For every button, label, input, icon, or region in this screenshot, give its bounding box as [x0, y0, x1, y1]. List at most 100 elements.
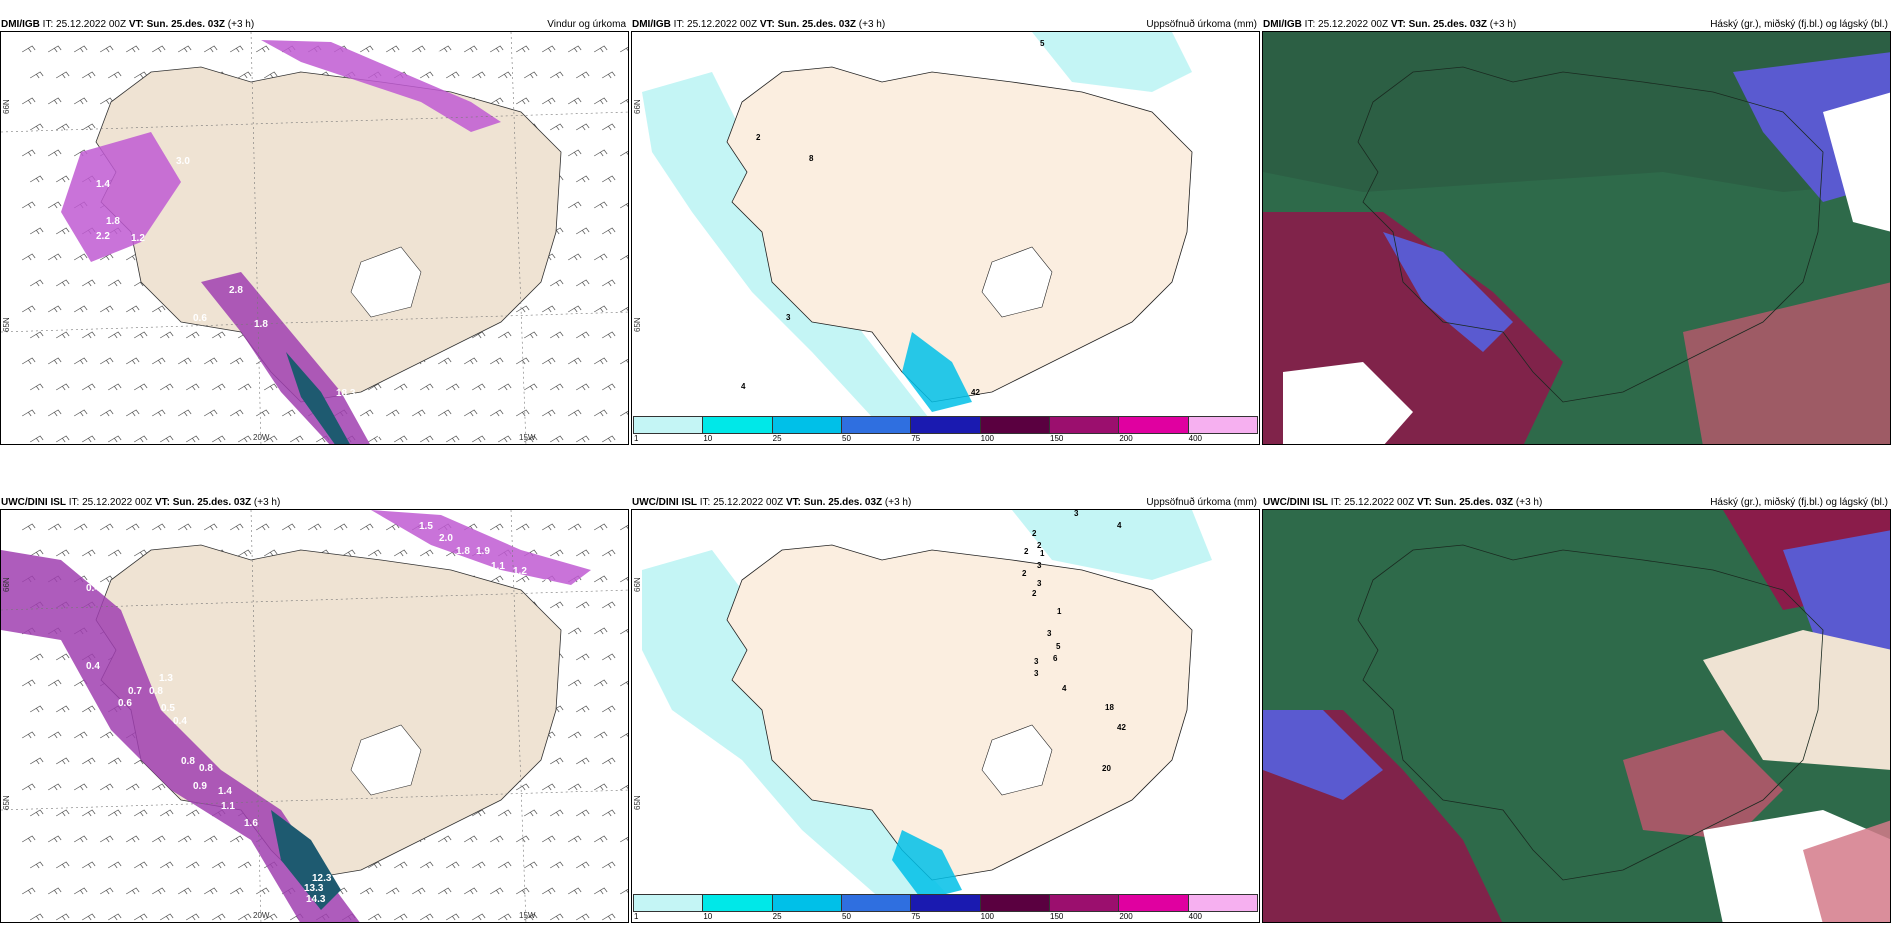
precip-value-label: 3 — [1034, 669, 1039, 678]
precip-value-label: 0.8 — [199, 763, 213, 774]
panel-header: DMI/IGB IT: 25.12.2022 00Z VT: Sun. 25.d… — [631, 0, 1260, 30]
map-graphic — [642, 510, 1212, 900]
product-title: Háský (gr.), miðský (fj.bl.) og lágský (… — [1710, 19, 1888, 30]
precip-value-label: 3 — [1034, 657, 1039, 666]
product-title: Háský (gr.), miðský (fj.bl.) og lágský (… — [1710, 497, 1888, 508]
product-title: Vindur og úrkoma — [547, 19, 626, 30]
map-wind-precip: 1.5 2.0 1.8 1.9 1.1 1.2 2.0 0.4 0.4 0.9 1.3 0.8 0.7 0… — [0, 509, 629, 923]
precip-value-label: 14.9 — [369, 429, 389, 440]
precip-value-label: 0.5 — [161, 703, 175, 714]
colorbar-label: 25 — [772, 912, 782, 921]
glacier — [350, 246, 422, 318]
precip-value-label: 5 — [1040, 39, 1045, 48]
valid-label: VT: — [128, 19, 144, 30]
map-clouds — [1262, 31, 1891, 445]
panel-header: DMI/IGB IT: 25.12.2022 00Z VT: Sun. 25.d… — [0, 0, 629, 30]
panel-accum-precip-uwc: UWC/DINI ISL IT: 25.12.2022 00Z VT: Sun.… — [631, 478, 1260, 923]
panel-clouds-uwc: UWC/DINI ISL IT: 25.12.2022 00Z VT: Sun.… — [1262, 478, 1891, 923]
precip-value-label: 1.3 — [159, 673, 173, 684]
precip-value-label: 0.7 — [128, 686, 142, 697]
precip-core-south — [286, 352, 350, 444]
precip-value-label: 3 — [1037, 579, 1042, 588]
colorbar-segment — [840, 894, 912, 912]
precip-value-label: 0.6 — [118, 698, 132, 709]
precip-value-label: 1.6 — [244, 818, 258, 829]
precip-value-label: 42 — [1117, 723, 1126, 732]
valid-time: Sun. 25.des. 03Z — [1408, 19, 1488, 30]
clear-patch-ne — [1823, 92, 1890, 232]
panel-clouds-dmi: DMI/IGB IT: 25.12.2022 00Z VT: Sun. 25.d… — [1262, 0, 1891, 445]
lat-tick: 65N — [2, 317, 11, 332]
colorbar-label: 50 — [842, 434, 851, 443]
lat-tick: 66N — [2, 577, 11, 592]
lat-tick: 65N — [633, 317, 642, 332]
colorbar-segment — [1048, 894, 1120, 912]
colorbar-label: 75 — [911, 434, 921, 443]
precip-value-label: 0.9 — [136, 318, 150, 329]
valid-time: Sun. 25.des. 03Z — [777, 19, 857, 30]
precip-value-label: 18 — [1105, 703, 1114, 712]
cloud-low-layer — [1263, 710, 1383, 800]
precip-value-label: 2 — [1032, 589, 1037, 598]
map-graphic — [642, 32, 1193, 422]
precip-value-label: 1.9 — [96, 264, 110, 275]
precip-value-label: 13.3 — [304, 883, 324, 894]
colorbar-label: 400 — [1188, 434, 1203, 443]
colorbar-segment — [702, 416, 773, 434]
iceland-land — [726, 544, 1193, 881]
precip-value-label: 0.8 — [181, 756, 195, 767]
precip-value-label: 3 — [786, 313, 791, 322]
valid-label: VT: — [1390, 19, 1406, 30]
panel-header: DMI/IGB IT: 25.12.2022 00Z VT: Sun. 25.d… — [1262, 0, 1891, 30]
model-name: UWC/DINI ISL — [632, 497, 697, 508]
init-time: IT: 25.12.2022 00Z — [673, 19, 758, 30]
model-name: UWC/DINI ISL — [1, 497, 66, 508]
precip-value-label: 1.1 — [91, 366, 105, 377]
precip-value-label: 2.0 — [439, 533, 453, 544]
valid-time: Sun. 25.des. 03Z — [803, 497, 883, 508]
precip-light-north — [1032, 32, 1192, 92]
panel-header: UWC/DINI ISL IT: 25.12.2022 00Z VT: Sun.… — [631, 478, 1260, 508]
precip-value-label: 1.6 — [426, 46, 440, 57]
precip-value-label: 2.0 — [536, 578, 550, 589]
model-name: DMI/IGB — [632, 19, 671, 30]
precip-value-label: 3.0 — [176, 156, 190, 167]
colorbar-segment — [910, 416, 981, 434]
colorbar-segment — [840, 416, 912, 434]
precip-value-label: 0.9 — [193, 781, 207, 792]
model-name: DMI/IGB — [1, 19, 40, 30]
precip-value-label: 1.4 — [96, 179, 110, 190]
lon-tick: 15W — [519, 911, 536, 920]
colorbar-segment — [1118, 894, 1189, 912]
glacier — [350, 724, 422, 796]
colorbar-labels: 1 10 25 50 75 100 150 200 400 — [634, 912, 1258, 922]
lead-time: (+3 h) — [858, 19, 886, 30]
colorbar-label: 100 — [980, 912, 995, 921]
precip-value-label: 1.5 — [419, 521, 433, 532]
colorbar-segment — [910, 894, 981, 912]
map-graphic — [1, 510, 628, 922]
precip-value-label: 1 — [1040, 549, 1045, 558]
precip-value-label: 0.4 — [173, 716, 187, 727]
precip-value-label: 12.3 — [312, 873, 332, 884]
precip-value-label: 4 — [741, 382, 746, 391]
precip-value-label: 4 — [1062, 684, 1067, 693]
precip-value-label: 0.8 — [149, 686, 163, 697]
precip-mod-south — [892, 830, 962, 900]
colorbar-segment — [979, 894, 1050, 912]
precip-value-label: 5 — [1056, 642, 1061, 651]
colorbar-label: 50 — [842, 912, 851, 921]
colorbar-label: 1 — [634, 434, 639, 443]
colorbar-label: 150 — [1050, 434, 1064, 443]
colorbar-label: 200 — [1119, 434, 1133, 443]
colorbar-label: 75 — [911, 912, 921, 921]
grid-lines — [1, 510, 628, 922]
lat-tick: 66N — [633, 99, 642, 114]
valid-label: VT: — [785, 497, 801, 508]
colorbar-segment — [1187, 894, 1258, 912]
lon-tick: 15W — [519, 433, 536, 442]
lat-tick: 65N — [633, 795, 642, 810]
lat-tick: 65N — [2, 795, 11, 810]
precip-value-label: 2.8 — [229, 285, 243, 296]
valid-time: Sun. 25.des. 03Z — [146, 19, 226, 30]
